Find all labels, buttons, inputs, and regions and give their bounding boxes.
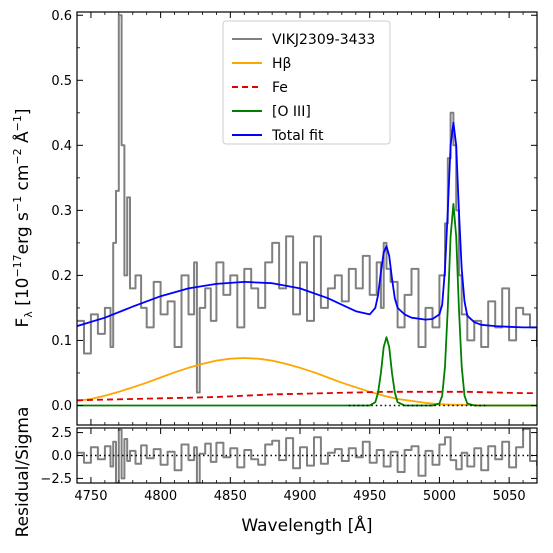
- ylabel-text5: ]: [13, 108, 33, 115]
- residual-ytick-label: 2.5: [51, 426, 72, 441]
- main-y-axis-label: Fλ [10−17erg s−1 cm−2 Å−1]: [11, 108, 35, 327]
- main-ytick-label: 0.4: [51, 139, 72, 154]
- main-ytick-label: 0.0: [51, 399, 72, 414]
- residual-panel: 4750 4800 4850 4900 4950 5000 5050 −2.5 0.0 2.5 R…: [13, 407, 538, 538]
- ylabel-text1: [10: [13, 278, 33, 312]
- main-ytick-label: 0.1: [51, 334, 72, 349]
- residual-ytick-label: 0.0: [51, 449, 72, 464]
- residual-ytick-label: −2.5: [40, 472, 72, 487]
- legend-label-total-fit: Total fit: [271, 128, 324, 144]
- main-ytick-label: 0.2: [51, 269, 72, 284]
- main-ytick-label: 0.5: [51, 74, 72, 89]
- residual-plot-area: [77, 428, 537, 483]
- main-ytick-label: 0.6: [51, 9, 72, 24]
- residual-xtick-label-4900: 4900: [283, 489, 316, 504]
- main-plot-area: [77, 14, 537, 407]
- main-ytick-label: 0.3: [51, 204, 72, 219]
- residual-xtick-label-4750: 4750: [74, 489, 107, 504]
- ylabel-sup2: −1: [11, 196, 24, 212]
- legend-label-fe: Fe: [272, 80, 288, 96]
- residual-xtick-label-5050: 5050: [493, 489, 526, 504]
- main-panel: 0.00.10.20.30.40.50.6 Fλ [10−17erg s−1 c…: [11, 9, 538, 426]
- legend-label-o-iii: [O III]: [272, 104, 311, 120]
- main-axes-frame: [76, 11, 538, 426]
- main-tick-group: 0.0 0.1 0.2 0.3 0.4 0.5 0.6: [51, 9, 538, 425]
- main-series-vikj2309-3433: [77, 14, 537, 394]
- ylabel-sup1: −17: [11, 254, 24, 277]
- main-series-h: [77, 357, 537, 407]
- ylabel-main: F: [13, 318, 33, 328]
- ylabel-text3: cm: [13, 165, 33, 196]
- ylabel-sup4: −1: [11, 115, 24, 131]
- main-series-total-fit: [77, 121, 537, 329]
- ylabel-text2: erg s: [13, 212, 33, 254]
- main-series-fe: [77, 390, 537, 402]
- legend-label-vikj2309-3433: VIKJ2309-3433: [272, 32, 375, 48]
- residual-series-line-0: [77, 428, 537, 483]
- x-axis-label: Wavelength [Å]: [241, 514, 372, 536]
- residual-xtick-label-4850: 4850: [214, 489, 247, 504]
- residual-y-axis-label: Residual/Sigma: [13, 407, 33, 538]
- main-series-o-iii: [77, 203, 537, 407]
- residual-tick-group: 4750 4800 4850 4900 4950 5000 5050 −2.5 0.0 2.5: [40, 426, 538, 504]
- legend: VIKJ2309-3433 Hβ Fe [O III] Total fit: [222, 20, 391, 145]
- ylabel-sub: λ: [22, 311, 35, 318]
- legend-label-h: Hβ: [272, 56, 291, 72]
- residual-xtick-label-4950: 4950: [353, 489, 386, 504]
- legend-box: [222, 20, 391, 145]
- residual-xtick-label-5000: 5000: [423, 489, 456, 504]
- ylabel-sup3: −2: [11, 148, 24, 164]
- residual-xtick-label-4800: 4800: [144, 489, 177, 504]
- ylabel-text4: Å: [11, 131, 33, 148]
